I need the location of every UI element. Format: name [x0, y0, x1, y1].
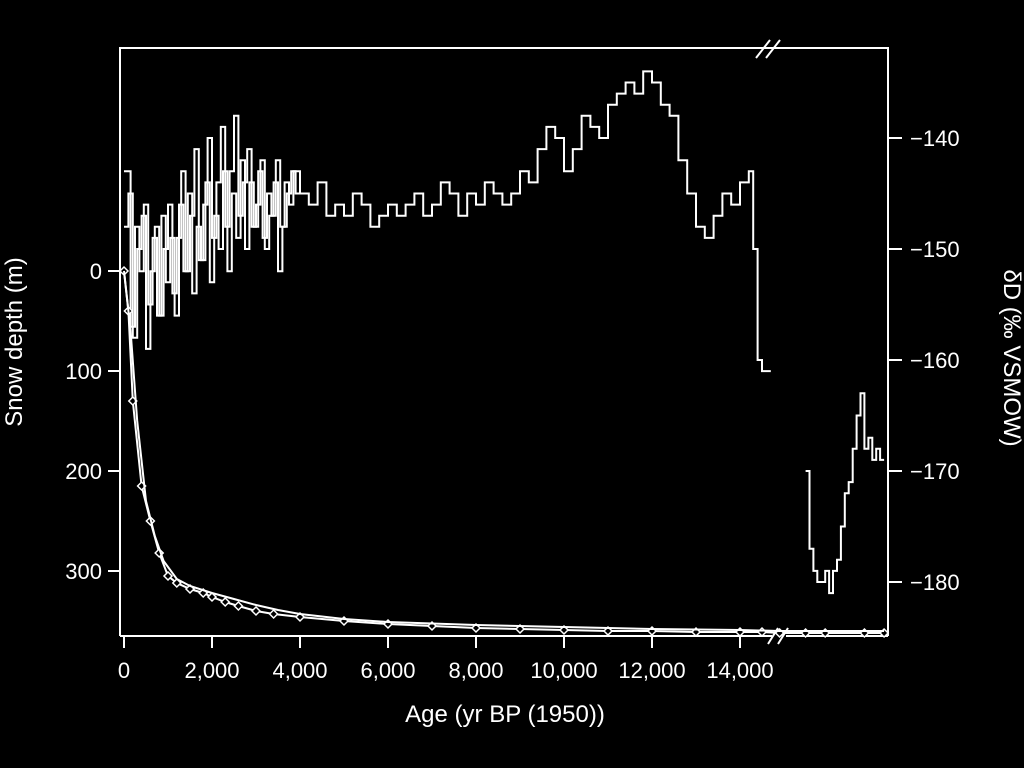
right-tick-label: −170 — [910, 459, 960, 484]
top-break-mark — [755, 39, 781, 59]
depth-marker — [220, 596, 231, 608]
right-axis-ticks: −140 −150 −160 −170 −180 — [888, 126, 960, 595]
x-tick-label: 2,000 — [184, 658, 239, 683]
depth-marker — [233, 600, 244, 612]
series-line-0 — [124, 70, 771, 373]
depth-marker — [756, 626, 768, 638]
depth-marker — [268, 608, 279, 620]
right-tick-label: −160 — [910, 348, 960, 373]
x-tick-label: 12,000 — [618, 658, 685, 683]
left-axis-ticks: 0 100 200 300 — [65, 259, 120, 584]
plot-frame — [119, 47, 889, 636]
series-line-1 — [124, 114, 300, 350]
left-tick-label: 0 — [90, 259, 102, 284]
right-axis-label: δD (‰ VSMOW) — [998, 269, 1024, 446]
x-tick-label: 6,000 — [360, 658, 415, 683]
x-tick-label: 14,000 — [706, 658, 773, 683]
series-line-2 — [805, 392, 885, 595]
left-axis-label: Snow depth (m) — [1, 257, 28, 426]
series-layer — [118, 70, 890, 639]
left-tick-label: 300 — [65, 559, 102, 584]
left-tick-label: 100 — [65, 359, 102, 384]
x-tick-label: 0 — [118, 658, 130, 683]
series-line-3 — [123, 270, 885, 634]
depth-marker — [250, 605, 262, 617]
x-tick-label: 8,000 — [448, 658, 503, 683]
depth-marker — [162, 570, 174, 582]
right-tick-label: −140 — [910, 126, 960, 151]
x-tick-label: 4,000 — [272, 658, 327, 683]
x-axis-ticks: 0 2,000 4,000 6,000 8,000 10,000 12,000 14,000 — [118, 636, 774, 683]
x-axis-label: Age (yr BP (1950)) — [405, 701, 605, 728]
x-tick-label: 10,000 — [530, 658, 597, 683]
right-tick-label: −180 — [910, 570, 960, 595]
left-tick-label: 200 — [65, 459, 102, 484]
right-tick-label: −150 — [910, 237, 960, 262]
series-line-4 — [123, 270, 885, 632]
depth-marker — [206, 591, 218, 603]
